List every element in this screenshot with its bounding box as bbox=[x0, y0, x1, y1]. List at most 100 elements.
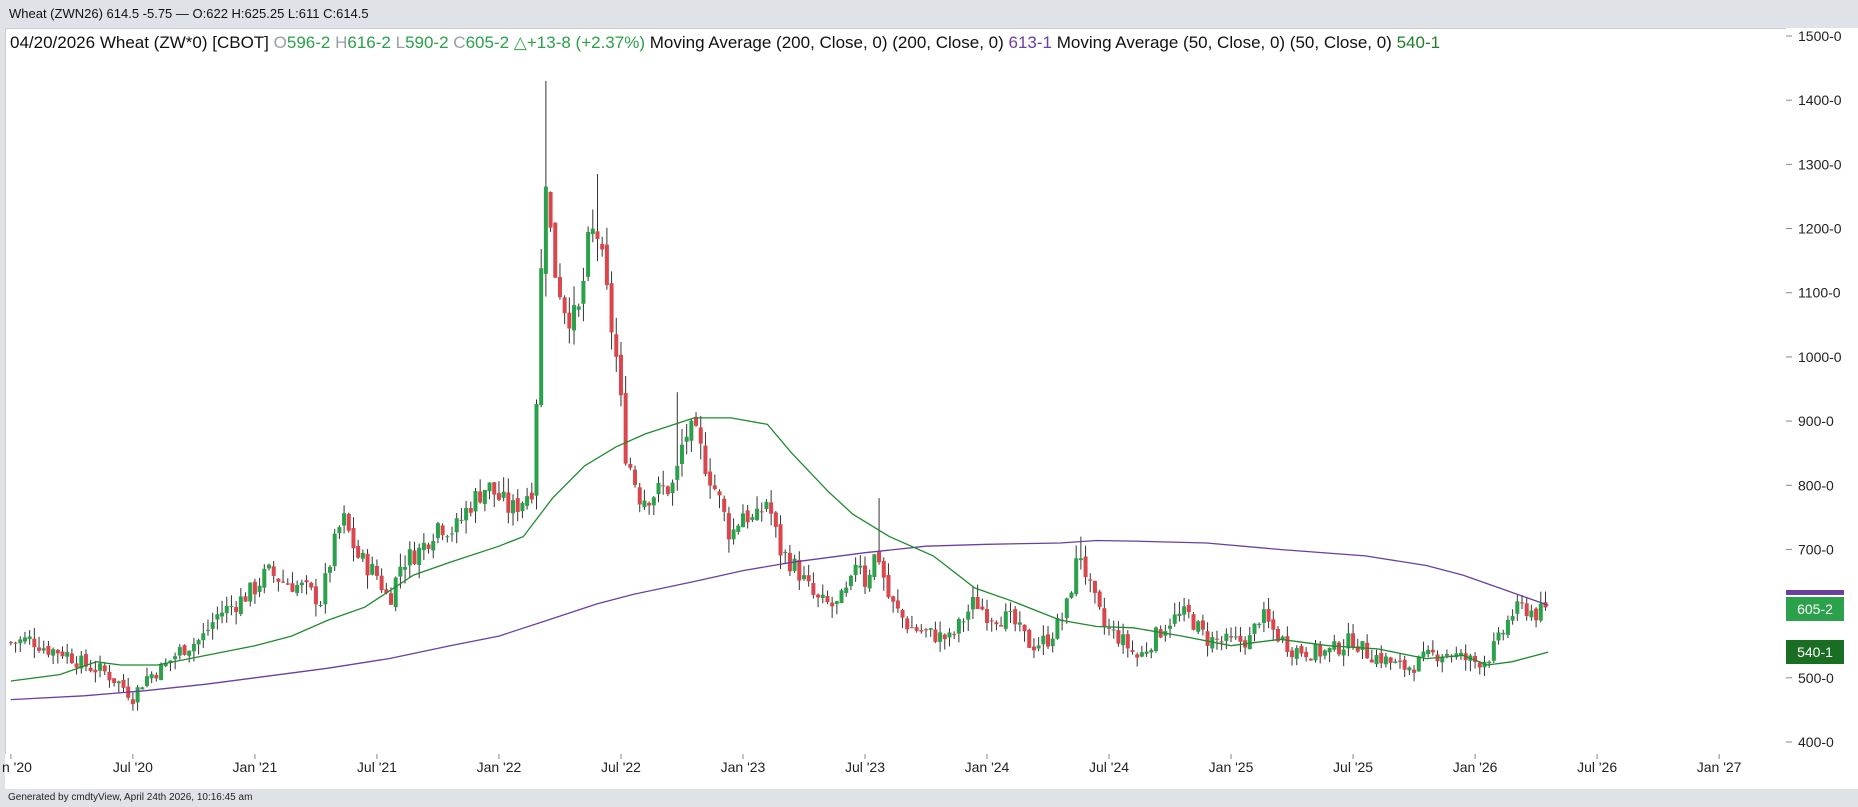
y-tick-label: 1000-0 bbox=[1798, 349, 1842, 365]
candle-body bbox=[848, 575, 853, 587]
candle-body bbox=[989, 620, 994, 622]
candle-body bbox=[1097, 591, 1102, 607]
candle-body bbox=[1538, 603, 1543, 621]
candle-body bbox=[1177, 613, 1182, 616]
y-tick-label: 700-0 bbox=[1798, 541, 1834, 557]
candle-body bbox=[1440, 656, 1445, 663]
candle-body bbox=[1487, 661, 1492, 664]
candle-body bbox=[478, 491, 483, 503]
candle-body bbox=[703, 445, 708, 475]
candle-body bbox=[220, 612, 225, 617]
candle-body bbox=[69, 653, 74, 664]
candle-body bbox=[1388, 657, 1393, 663]
candle-body bbox=[675, 465, 680, 480]
candle-body bbox=[792, 558, 797, 571]
candle-body bbox=[159, 664, 164, 681]
candle-body bbox=[604, 244, 609, 286]
candle-body bbox=[1257, 623, 1262, 626]
candle-body bbox=[421, 542, 426, 550]
candle-body bbox=[1111, 629, 1116, 631]
candle-body bbox=[834, 601, 839, 604]
plot-area-frame[interactable] bbox=[5, 28, 1787, 755]
candle-body bbox=[116, 681, 121, 684]
y-tick-label: 1400-0 bbox=[1798, 92, 1842, 108]
candle-body bbox=[975, 596, 980, 609]
candle-body bbox=[88, 667, 93, 671]
candle-body bbox=[1172, 614, 1177, 624]
candle-body bbox=[177, 647, 182, 656]
candle-body bbox=[1196, 621, 1201, 632]
candle-body bbox=[384, 589, 389, 594]
candle-body bbox=[1430, 649, 1435, 653]
candle-body bbox=[309, 582, 314, 588]
candle-body bbox=[947, 632, 952, 638]
candle-body bbox=[234, 606, 239, 613]
candle-body bbox=[618, 354, 623, 396]
candle-body bbox=[1055, 618, 1060, 639]
candle-body bbox=[924, 629, 929, 631]
candle-body bbox=[586, 231, 591, 277]
candle-body bbox=[520, 502, 525, 512]
candle-body bbox=[379, 575, 384, 591]
candle-body bbox=[825, 596, 830, 603]
candle-body bbox=[1458, 652, 1463, 656]
candle-body bbox=[1168, 625, 1173, 629]
candle-body bbox=[482, 489, 487, 505]
candle-body bbox=[862, 565, 867, 587]
candle-body bbox=[820, 594, 825, 598]
candle-body bbox=[1294, 648, 1299, 659]
candle-body bbox=[651, 497, 656, 506]
candle-body bbox=[539, 268, 544, 406]
candle-body bbox=[1233, 636, 1238, 638]
candle-body bbox=[1022, 624, 1027, 632]
candle-body bbox=[187, 650, 192, 656]
candle-body bbox=[431, 540, 436, 551]
candle-body bbox=[670, 482, 675, 494]
candle-body bbox=[572, 305, 577, 331]
candle-body bbox=[229, 606, 234, 608]
candle-body bbox=[534, 404, 539, 496]
candle-body bbox=[1304, 651, 1309, 658]
candle-body bbox=[1116, 630, 1121, 644]
candle-body bbox=[112, 678, 117, 683]
x-tick-label: Jan '23 bbox=[721, 759, 766, 775]
candle-body bbox=[867, 574, 872, 589]
candle-body bbox=[13, 642, 18, 644]
candle-body bbox=[262, 568, 267, 588]
legend-open-prefix: O bbox=[273, 33, 287, 52]
x-tick-label: Jul '26 bbox=[1577, 759, 1617, 775]
candle-body bbox=[1050, 638, 1055, 647]
candle-body bbox=[1374, 655, 1379, 665]
candle-body bbox=[656, 482, 661, 495]
legend-date: 04/20/2026 bbox=[10, 33, 96, 52]
candle-body bbox=[1524, 603, 1529, 617]
candle-body bbox=[942, 634, 947, 640]
candle-body bbox=[717, 491, 722, 496]
candle-body bbox=[1444, 653, 1449, 656]
time-axis-panel[interactable] bbox=[5, 754, 1786, 789]
candle-body bbox=[637, 487, 642, 505]
candle-body bbox=[496, 493, 501, 500]
ma50-tag-label: 540-1 bbox=[1797, 644, 1833, 660]
candle-body bbox=[726, 513, 731, 540]
x-tick-label: Jan '22 bbox=[477, 759, 522, 775]
candle-body bbox=[797, 559, 802, 581]
footer-text: Generated by cmdtyView, April 24th 2026,… bbox=[8, 792, 253, 803]
candle-body bbox=[257, 585, 262, 592]
ma200-line bbox=[10, 539, 1549, 701]
candle-body bbox=[642, 500, 647, 508]
candle-body bbox=[1064, 598, 1069, 619]
candle-body bbox=[1275, 628, 1280, 642]
candle-body bbox=[914, 627, 919, 631]
candle-body bbox=[769, 502, 774, 514]
candle-body bbox=[435, 523, 440, 539]
legend-low: 590-2 bbox=[405, 33, 449, 52]
candle-body bbox=[1477, 662, 1482, 668]
candle-body bbox=[440, 525, 445, 536]
candle-body bbox=[1534, 608, 1539, 621]
candle-body bbox=[872, 554, 877, 577]
candle-body bbox=[492, 482, 497, 495]
candle-body bbox=[243, 596, 248, 602]
candle-body bbox=[144, 676, 149, 686]
